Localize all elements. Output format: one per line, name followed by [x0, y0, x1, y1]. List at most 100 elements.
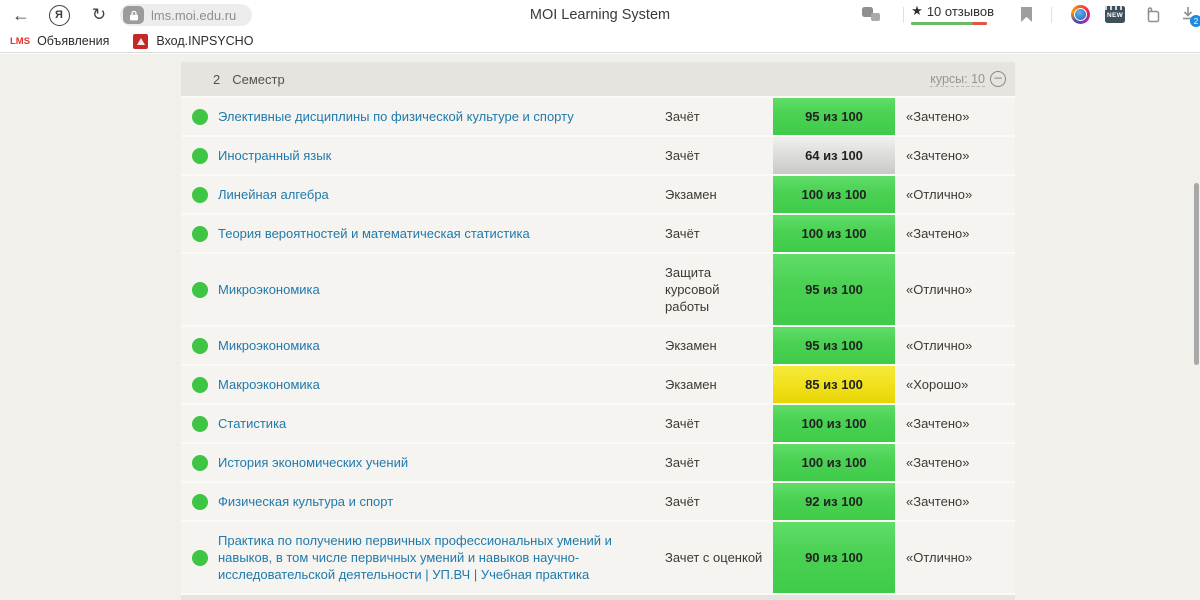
course-cell: Макроэкономика	[218, 366, 665, 403]
collapse-minus-icon[interactable]: −	[990, 71, 1006, 87]
semester-title: Семестр	[232, 71, 285, 87]
score-badge: 90 из 100	[773, 522, 895, 593]
bookmark-icon[interactable]	[1021, 7, 1032, 22]
bookmark-item-announcements[interactable]: LMS Объявления	[10, 30, 109, 52]
downloads-button[interactable]: 2	[1180, 5, 1200, 27]
status-cell	[181, 415, 218, 432]
back-button[interactable]: ←	[12, 4, 30, 25]
bubble-icon	[871, 13, 880, 21]
address-bar[interactable]: lms.moi.edu.ru	[120, 4, 252, 26]
status-cell	[181, 454, 218, 471]
course-cell: Элективные дисциплины по физической куль…	[218, 98, 665, 135]
bookmark-item-login[interactable]: Вход.INPSYCHO	[133, 30, 253, 52]
score-text: 100 из 100	[801, 226, 867, 241]
table-row: Элективные дисциплины по физической куль…	[181, 98, 1015, 135]
course-cell: Микроэкономика	[218, 271, 665, 308]
status-dot-icon	[191, 337, 208, 354]
collections-flag-icon[interactable]	[1143, 6, 1162, 29]
grade-text: «Отлично»	[906, 550, 973, 565]
course-link[interactable]: Элективные дисциплины по физической куль…	[218, 109, 574, 124]
grade-text: «Зачтено»	[906, 148, 970, 163]
status-dot-icon	[191, 225, 208, 242]
status-dot-icon	[191, 186, 208, 203]
table-row: Практика по получению первичных професси…	[181, 522, 1015, 593]
exam-type: Зачёт	[665, 455, 700, 470]
course-link[interactable]: Линейная алгебра	[218, 187, 329, 202]
course-link[interactable]: История экономических учений	[218, 455, 409, 470]
download-count-badge: 2	[1190, 15, 1200, 27]
lms-favicon: LMS	[10, 35, 31, 47]
grade-text: «Зачтено»	[906, 494, 970, 509]
table-row: Теория вероятностей и математическая ста…	[181, 215, 1015, 252]
clapper-stripe	[1105, 6, 1125, 10]
score-badge: 100 из 100	[773, 405, 895, 442]
vertical-scrollbar-thumb[interactable]	[1194, 183, 1199, 365]
course-link[interactable]: Микроэкономика	[218, 338, 320, 353]
bookmark-label: Объявления	[37, 34, 110, 48]
refresh-button[interactable]: ↻	[91, 5, 107, 25]
status-cell	[181, 108, 218, 125]
semester-number: 2	[213, 71, 221, 87]
course-cell: Физическая культура и спорт	[218, 483, 665, 520]
exam-type: Защита курсовой работы	[665, 265, 720, 314]
reviews-label: 10 отзывов	[926, 4, 994, 19]
exam-type: Зачёт	[665, 226, 700, 241]
score-badge: 64 из 100	[773, 137, 895, 174]
browser-toolbar: ← Я ↻ lms.moi.edu.ru MOI Learning System…	[0, 0, 1200, 30]
grade-text: «Зачтено»	[906, 455, 970, 470]
bubble-icon	[862, 7, 873, 17]
grade-text: «Отлично»	[906, 282, 973, 297]
rating-bar	[911, 22, 988, 25]
course-link[interactable]: Иностранный язык	[218, 148, 332, 163]
status-dot-icon	[191, 108, 208, 125]
bookmarks-bar: LMS Объявления Вход.INPSYCHO	[0, 30, 1200, 53]
score-badge: 85 из 100	[773, 366, 895, 403]
video-new-icon[interactable]: NEW	[1105, 6, 1125, 23]
score-badge: 100 из 100	[773, 215, 895, 252]
table-row: Макроэкономика Экзамен 85 из 100 «Хорошо»	[181, 366, 1015, 403]
course-link[interactable]: Физическая культура и спорт	[218, 494, 394, 509]
table-row: Иностранный язык Зачёт 64 из 100 «Зачтено»	[181, 137, 1015, 174]
status-dot-icon	[191, 147, 208, 164]
status-cell	[181, 337, 218, 354]
pyramid-icon	[136, 37, 145, 45]
course-cell: Теория вероятностей и математическая ста…	[218, 215, 665, 252]
courses-count-link[interactable]: курсы: 10	[930, 71, 985, 87]
course-link[interactable]: Теория вероятностей и математическая ста…	[218, 226, 530, 241]
site-reviews-button[interactable]: ★ 10 отзывов	[911, 4, 994, 25]
exam-type: Экзамен	[665, 338, 717, 353]
course-link[interactable]: Практика по получению первичных професси…	[218, 533, 612, 582]
score-text: 95 из 100	[805, 282, 863, 297]
status-dot-icon	[191, 549, 208, 566]
grade-text: «Отлично»	[906, 338, 973, 353]
score-text: 100 из 100	[801, 187, 867, 202]
status-dot-icon	[191, 493, 208, 510]
score-text: 100 из 100	[801, 455, 867, 470]
table-row: Линейная алгебра Экзамен 100 из 100 «Отличн…	[181, 176, 1015, 213]
toolbar-divider	[1051, 7, 1052, 23]
course-cell: Иностранный язык	[218, 137, 665, 174]
grade-text: «Отлично»	[906, 187, 973, 202]
course-link[interactable]: Макроэкономика	[218, 377, 320, 392]
table-row: Статистика Зачёт 100 из 100 «Зачтено»	[181, 405, 1015, 442]
toolbar-divider	[903, 7, 904, 23]
score-text: 95 из 100	[805, 338, 863, 353]
yandex-home-button[interactable]: Я	[46, 0, 72, 30]
grades-table: 2 Семестр курсы: 10 − Элективные дисципл…	[181, 62, 1015, 600]
score-text: 95 из 100	[805, 109, 863, 124]
extension-browser-icon[interactable]	[1071, 5, 1090, 24]
score-badge: 95 из 100	[773, 254, 895, 325]
status-cell	[181, 186, 218, 203]
score-badge: 100 из 100	[773, 444, 895, 481]
lock-icon[interactable]	[123, 6, 144, 24]
score-text: 100 из 100	[801, 416, 867, 431]
status-cell	[181, 493, 218, 510]
score-badge: 100 из 100	[773, 176, 895, 213]
table-row: Микроэкономика Экзамен 95 из 100 «Отлично»	[181, 327, 1015, 364]
page-content: 2 Семестр курсы: 10 − Элективные дисципл…	[0, 54, 1200, 600]
course-link[interactable]: Микроэкономика	[218, 282, 320, 297]
course-link[interactable]: Статистика	[218, 416, 287, 431]
protect-icon[interactable]	[862, 7, 882, 23]
grade-text: «Зачтено»	[906, 226, 970, 241]
grade-text: «Хорошо»	[906, 377, 969, 392]
